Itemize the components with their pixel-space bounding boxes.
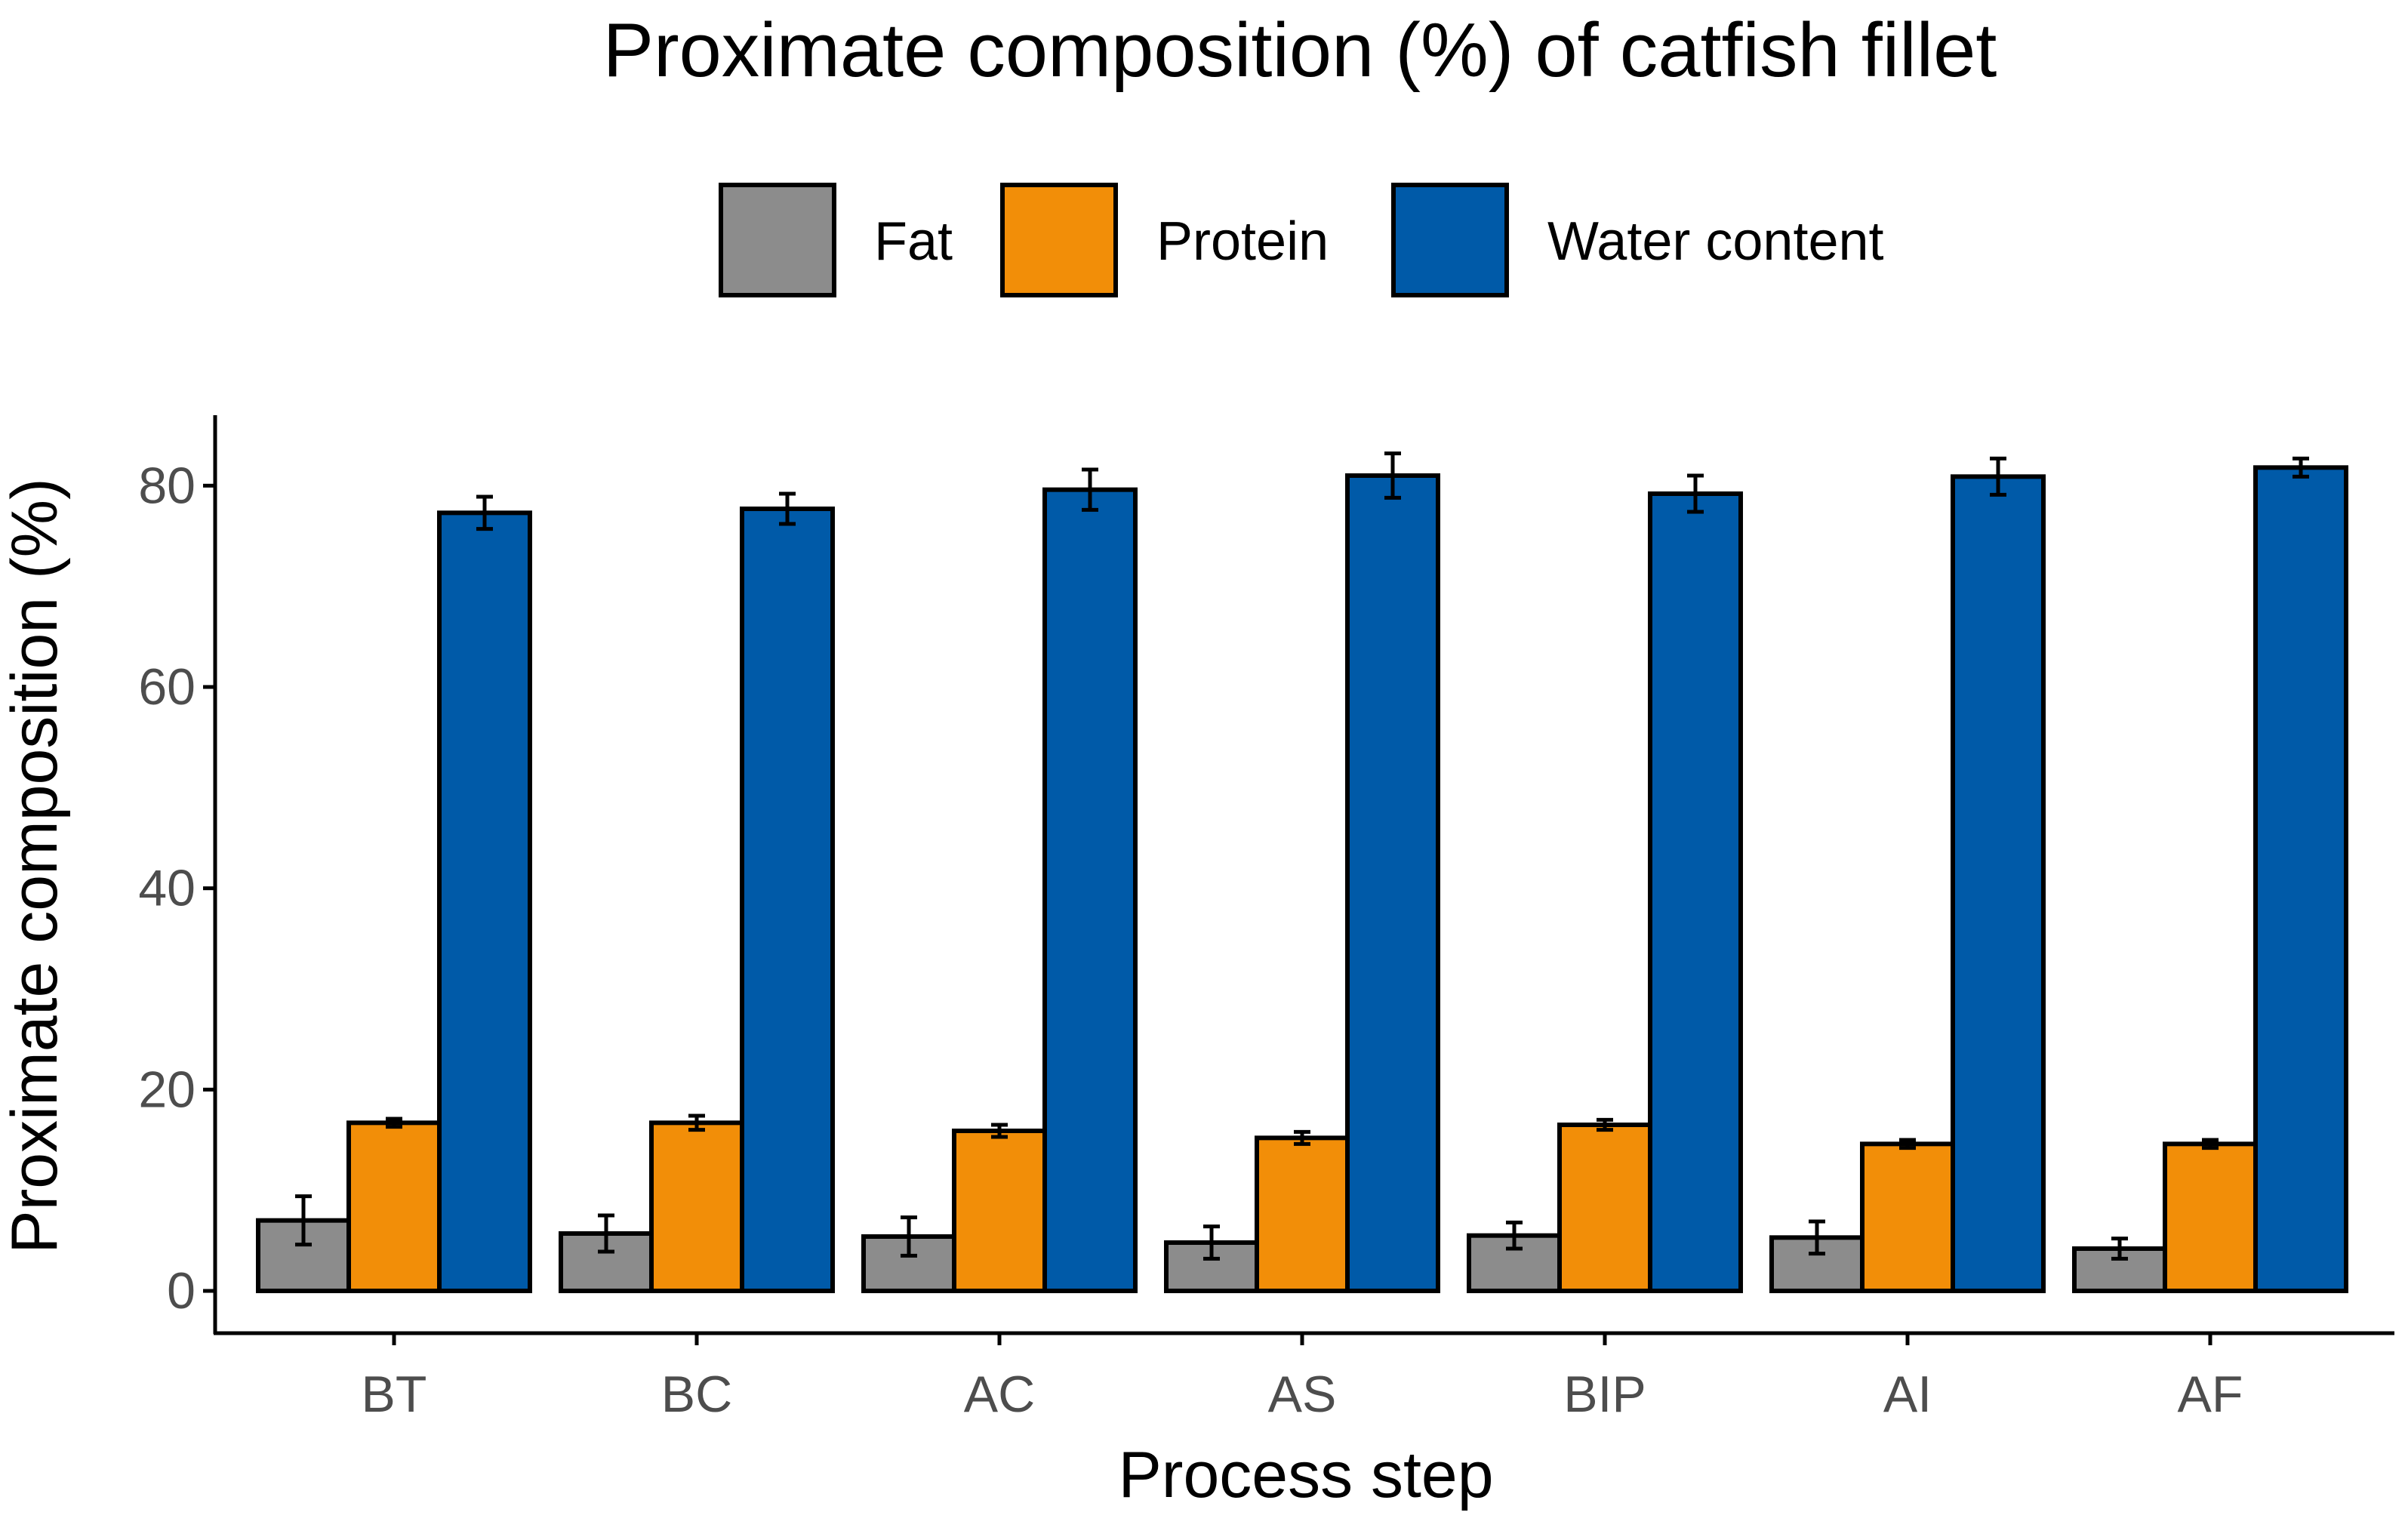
legend-key-water-content — [1391, 183, 1509, 297]
error-bar-water-content-as — [1384, 451, 1401, 500]
bar-water-content-bc — [740, 507, 835, 1293]
error-bar-protein-ac — [991, 1123, 1008, 1139]
bar-water-content-as — [1345, 473, 1440, 1293]
error-bar-fat-bip — [1506, 1220, 1523, 1251]
bar-protein-as — [1255, 1135, 1350, 1294]
bar-water-content-af — [2253, 465, 2348, 1293]
legend-item-protein: Protein — [1000, 183, 1329, 297]
y-axis: 0 20 40 60 80 — [138, 415, 217, 1334]
y-tick-label: 40 — [138, 860, 196, 917]
error-bar-water-content-af — [2293, 456, 2309, 479]
error-bar-protein-as — [1294, 1129, 1310, 1146]
error-bar-fat-as — [1203, 1224, 1220, 1261]
error-bar-water-content-bip — [1687, 473, 1704, 514]
bar-water-content-bt — [437, 510, 532, 1293]
y-tick-label: 80 — [138, 457, 196, 514]
bar-protein-ai — [1860, 1141, 1955, 1294]
legend-label-protein: Protein — [1156, 211, 1329, 272]
error-bar-water-content-bt — [476, 494, 493, 531]
error-bar-fat-af — [2111, 1237, 2128, 1261]
error-bar-protein-bc — [688, 1113, 705, 1132]
chart-title: Proximate composition (%) of catfish fil… — [603, 8, 1997, 93]
y-tick-label: 0 — [167, 1262, 196, 1320]
error-bar-fat-bc — [598, 1213, 614, 1254]
error-bar-water-content-ac — [1082, 467, 1098, 512]
x-axis: BT BC AC AS BIP AI AF — [214, 1331, 2394, 1423]
x-tick-label: AF — [2178, 1366, 2243, 1423]
error-bar-water-content-bc — [779, 491, 796, 526]
x-tick-label: AI — [1883, 1366, 1932, 1423]
error-bar-fat-bt — [295, 1194, 312, 1247]
error-bar-protein-af — [2202, 1138, 2219, 1150]
legend-key-protein — [1000, 183, 1118, 297]
x-tick-label: AS — [1268, 1366, 1337, 1423]
error-bar-protein-bip — [1597, 1117, 1613, 1132]
x-tick-label: AC — [964, 1366, 1035, 1423]
legend-label-fat: Fat — [874, 211, 953, 272]
bar-water-content-ai — [1951, 474, 2046, 1293]
bar-water-content-bip — [1648, 491, 1743, 1293]
bar-water-content-ac — [1042, 487, 1138, 1294]
x-tick-label: BC — [661, 1366, 732, 1423]
error-bar-fat-ai — [1809, 1219, 1825, 1256]
bar-protein-bip — [1557, 1123, 1652, 1293]
error-bar-fat-ac — [901, 1215, 917, 1258]
y-axis-label: Proximate composition (%) — [0, 478, 71, 1254]
legend: Fat Protein Water content — [719, 183, 1884, 297]
plot-area: 0 20 40 60 80 BT BC AC AS BIP AI AF — [138, 415, 2394, 1423]
x-tick-label: BT — [362, 1366, 427, 1423]
error-bar-protein-bt — [386, 1117, 402, 1129]
error-bar-water-content-ai — [1990, 456, 2006, 497]
bar-protein-bc — [649, 1120, 744, 1294]
bar-protein-bt — [346, 1120, 442, 1294]
legend-label-water-content: Water content — [1547, 211, 1884, 272]
bars — [256, 451, 2348, 1294]
x-tick-label: BIP — [1563, 1366, 1646, 1423]
legend-item-water-content: Water content — [1391, 183, 1884, 297]
bar-protein-af — [2163, 1141, 2258, 1294]
legend-key-fat — [719, 183, 836, 297]
error-bar-protein-ai — [1899, 1138, 1916, 1150]
legend-item-fat: Fat — [719, 183, 953, 297]
y-tick-label: 60 — [138, 658, 196, 716]
x-axis-label: Process step — [1118, 1439, 1493, 1511]
bar-protein-ac — [952, 1129, 1047, 1293]
y-tick-label: 20 — [138, 1061, 196, 1118]
